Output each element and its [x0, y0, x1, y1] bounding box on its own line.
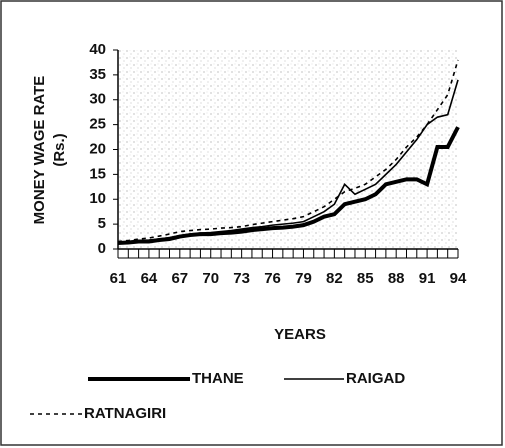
x-axis-label: YEARS [274, 326, 326, 343]
legend-label: RATNAGIRI [84, 405, 166, 422]
y-tick-label: 30 [89, 91, 106, 108]
x-tick-label: 82 [326, 270, 343, 287]
y-tick-label: 35 [89, 66, 106, 83]
x-tick-label: 79 [295, 270, 312, 287]
legend-label: RAIGAD [346, 370, 405, 387]
x-tick-label: 85 [357, 270, 374, 287]
series-line [117, 79, 459, 244]
x-tick-label: 73 [233, 270, 250, 287]
y-axis-unit: (Rs.) [51, 133, 68, 166]
series-line [117, 126, 460, 246]
series-line [117, 59, 459, 243]
x-tick-label: 61 [110, 270, 127, 287]
y-tick-label: 20 [89, 140, 106, 157]
plot-area [118, 50, 458, 249]
x-tick-label: 67 [171, 270, 188, 287]
y-axis-label: MONEY WAGE RATE [31, 76, 48, 225]
x-tick-label: 88 [388, 270, 405, 287]
y-tick-label: 5 [98, 215, 106, 232]
y-tick-label: 0 [98, 240, 106, 257]
legend-label: THANE [192, 370, 244, 387]
y-tick-label: 10 [89, 190, 106, 207]
x-tick-label: 91 [419, 270, 436, 287]
x-tick-label: 64 [141, 270, 158, 287]
y-tick-label: 25 [89, 116, 106, 133]
y-tick-label: 40 [89, 41, 106, 58]
x-tick-label: 76 [264, 270, 281, 287]
y-tick-label: 15 [89, 165, 106, 182]
x-tick-label: 70 [202, 270, 219, 287]
x-tick-label: 94 [450, 270, 467, 287]
